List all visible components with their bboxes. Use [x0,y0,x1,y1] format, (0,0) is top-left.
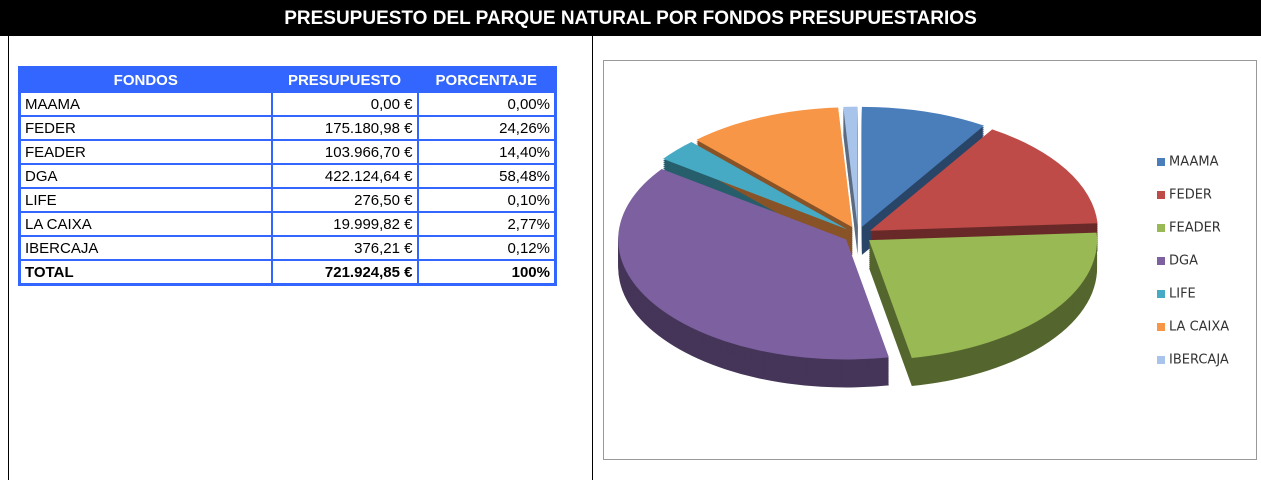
pie-slice [870,129,1098,231]
cell: 14,40% [416,139,557,165]
legend-label: FEDER [1169,188,1212,203]
cell: 24,26% [416,115,557,141]
row: LIFE 276,50 €0,10% [18,187,557,213]
budget-table: FONDOS PRESUPUESTO PORCENTAJE MAAMA 0,00 €0… [18,66,557,286]
pie-slice [663,141,848,230]
cell: 0,00% [416,91,557,117]
legend-label: LIFE [1169,287,1196,302]
pie-slice [843,106,858,227]
cell: 58,48% [416,163,557,189]
cell: LIFE [18,187,273,213]
cell: 2,77% [416,211,557,237]
legend-swatch [1157,290,1165,298]
cell: 100% [416,259,557,286]
legend-swatch [1157,323,1165,331]
legend-label: DGA [1169,254,1198,269]
row: FEDER 175.180,98 €24,26% [18,115,557,141]
pie-slice [696,107,853,228]
legend-label: LA CAIXA [1169,320,1229,335]
cell: LA CAIXA [18,211,273,237]
cell: IBERCAJA [18,235,273,261]
header-cell: PRESUPUESTO [270,66,419,93]
cell: 0,10% [416,187,557,213]
cell: 0,00 € [270,91,419,117]
divider [8,36,9,480]
cell: 19.999,82 € [270,211,419,237]
title: PRESUPUESTO DEL PARQUE NATURAL POR FONDO… [0,0,1261,36]
table-body: MAAMA 0,00 €0,00% FEDER 175.180,98 €24,26% F… [18,91,557,286]
legend-swatch [1157,191,1165,199]
cell: 103.966,70 € [270,139,419,165]
cell: DGA [18,163,273,189]
legend-label: MAAMA [1169,155,1219,170]
legend-swatch [1157,224,1165,232]
divider [592,36,593,480]
legend-swatch [1157,257,1165,265]
pie-chart: MAAMA FEDER FEADER DGA LIFE LA CAIXA IBERCAJA [603,60,1257,460]
legend-swatch [1157,158,1165,166]
cell: 0,12% [416,235,557,261]
row: DGA 422.124,64 €58,48% [18,163,557,189]
cell: TOTAL [18,259,273,286]
legend-label: FEADER [1169,221,1221,236]
cell: MAAMA [18,91,273,117]
cell: FEDER [18,115,273,141]
total-row: TOTAL 721.924,85 €100% [18,259,557,286]
cell: 376,21 € [270,235,419,261]
cell: 175.180,98 € [270,115,419,141]
cell: 422.124,64 € [270,163,419,189]
pie-slice [618,168,889,360]
row: LA CAIXA 19.999,82 €2,77% [18,211,557,237]
pie-slice [869,232,1098,359]
header-row: FONDOS PRESUPUESTO PORCENTAJE [18,66,557,93]
legend-swatch [1157,356,1165,364]
cell: 721.924,85 € [270,259,419,286]
header-cell: PORCENTAJE [416,66,557,93]
row: FEADER 103.966,70 €14,40% [18,139,557,165]
row: IBERCAJA 376,21 €0,12% [18,235,557,261]
pie-slice [861,106,985,227]
row: MAAMA 0,00 €0,00% [18,91,557,117]
cell: 276,50 € [270,187,419,213]
legend-label: IBERCAJA [1169,353,1229,368]
cell: FEADER [18,139,273,165]
header-cell: FONDOS [18,66,273,93]
